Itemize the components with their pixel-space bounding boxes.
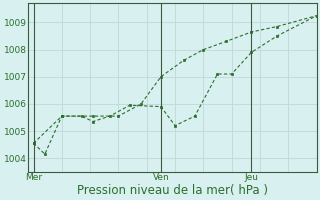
X-axis label: Pression niveau de la mer( hPa ): Pression niveau de la mer( hPa )	[77, 184, 268, 197]
